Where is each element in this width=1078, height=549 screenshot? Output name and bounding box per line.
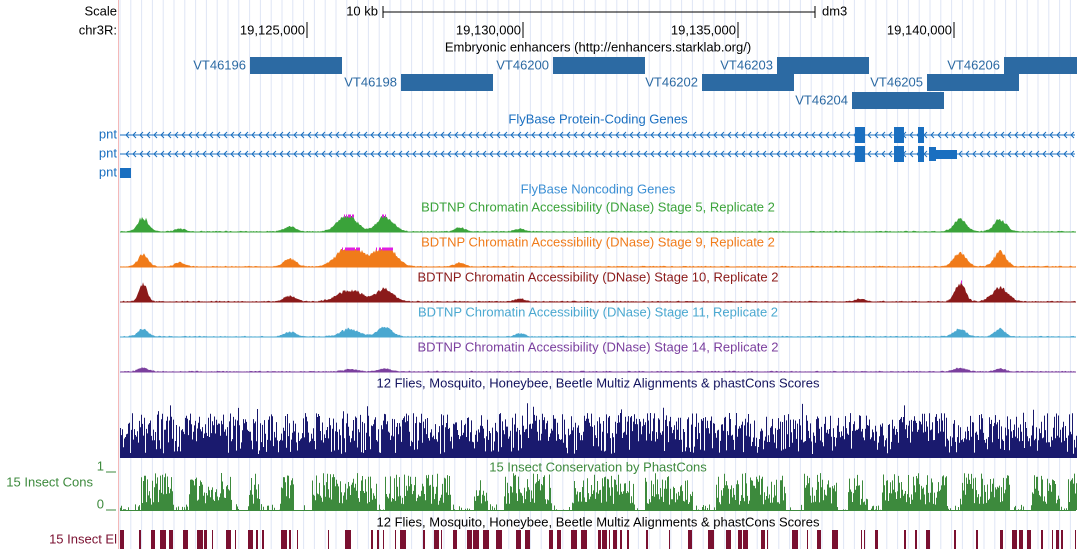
gene-exon (894, 146, 904, 162)
track-title: BDTNP Chromatin Accessibility (DNase) St… (417, 339, 778, 354)
enhancer (852, 92, 944, 109)
track-title: Embryonic enhancers (http://enhancers.st… (445, 39, 751, 54)
enhancer-label: VT46205 (870, 74, 923, 89)
gene-utr (936, 150, 957, 159)
gene-exon (120, 168, 131, 178)
axis-min: 0 (97, 496, 104, 511)
gene-exon (855, 146, 865, 162)
ruler-tick-label: 19,130,000 (456, 22, 521, 37)
scale-bar-label: 10 kb (346, 3, 378, 18)
scale-label: Scale (84, 3, 117, 18)
enhancer (927, 74, 1019, 91)
gene-label: pnt (99, 126, 117, 141)
grid (119, 0, 1071, 549)
conservation-bars (120, 403, 1077, 458)
gene-intron (120, 131, 1075, 139)
track-title: BDTNP Chromatin Accessibility (DNase) St… (421, 199, 775, 214)
gene-exon (918, 127, 924, 143)
gene-label: pnt (99, 164, 117, 179)
enhancer-label: VT46196 (193, 57, 246, 72)
gene-exon (929, 147, 936, 161)
track-title: 12 Flies, Mosquito, Honeybee, Beetle Mul… (377, 375, 820, 390)
enhancer-label: VT46198 (344, 74, 397, 89)
signal (120, 249, 1076, 267)
scale-bar (382, 6, 816, 18)
enhancer (1004, 57, 1077, 74)
element-blocks (120, 530, 1076, 549)
enhancer (702, 74, 794, 91)
track-label: 15 Insect El (49, 531, 117, 546)
ruler-tick-label: 19,125,000 (240, 22, 305, 37)
gene-exon (918, 146, 924, 162)
enhancer (777, 57, 869, 74)
phastcons-bars (120, 473, 1077, 510)
grid-lines (119, 0, 1071, 549)
track-title: BDTNP Chromatin Accessibility (DNase) St… (421, 234, 775, 249)
signal (120, 367, 1076, 372)
signal (120, 282, 1076, 302)
track-title: FlyBase Protein-Coding Genes (508, 111, 688, 126)
gene-exon (855, 127, 865, 143)
track-title: 15 Insect Conservation by PhastCons (489, 459, 707, 474)
gene-label: pnt (99, 145, 117, 160)
enhancer (401, 74, 493, 91)
signal (120, 326, 1076, 337)
track-title: BDTNP Chromatin Accessibility (DNase) St… (417, 269, 778, 284)
track-label: 15 Insect Cons (6, 474, 93, 489)
assembly: dm3 (822, 3, 847, 18)
enhancer (250, 57, 342, 74)
track-title: FlyBase Noncoding Genes (521, 181, 676, 196)
enhancer-label: VT46203 (720, 57, 773, 72)
enhancer-label: VT46204 (795, 92, 848, 107)
enhancer-label: VT46202 (645, 74, 698, 89)
axis-ticks (106, 471, 116, 511)
signal (120, 216, 1076, 232)
gene-exon (894, 127, 904, 143)
enhancer-label: VT46206 (947, 57, 1000, 72)
ruler-tick-label: 19,135,000 (671, 22, 736, 37)
axis-max: 1 (97, 458, 104, 473)
track-title: 12 Flies, Mosquito, Honeybee, Beetle Mul… (377, 514, 820, 529)
enhancer (553, 57, 645, 74)
track-title: BDTNP Chromatin Accessibility (DNase) St… (418, 304, 778, 319)
enhancer-label: VT46200 (496, 57, 549, 72)
chrom-label: chr3R: (79, 22, 117, 37)
ruler-tick-label: 19,140,000 (887, 22, 952, 37)
